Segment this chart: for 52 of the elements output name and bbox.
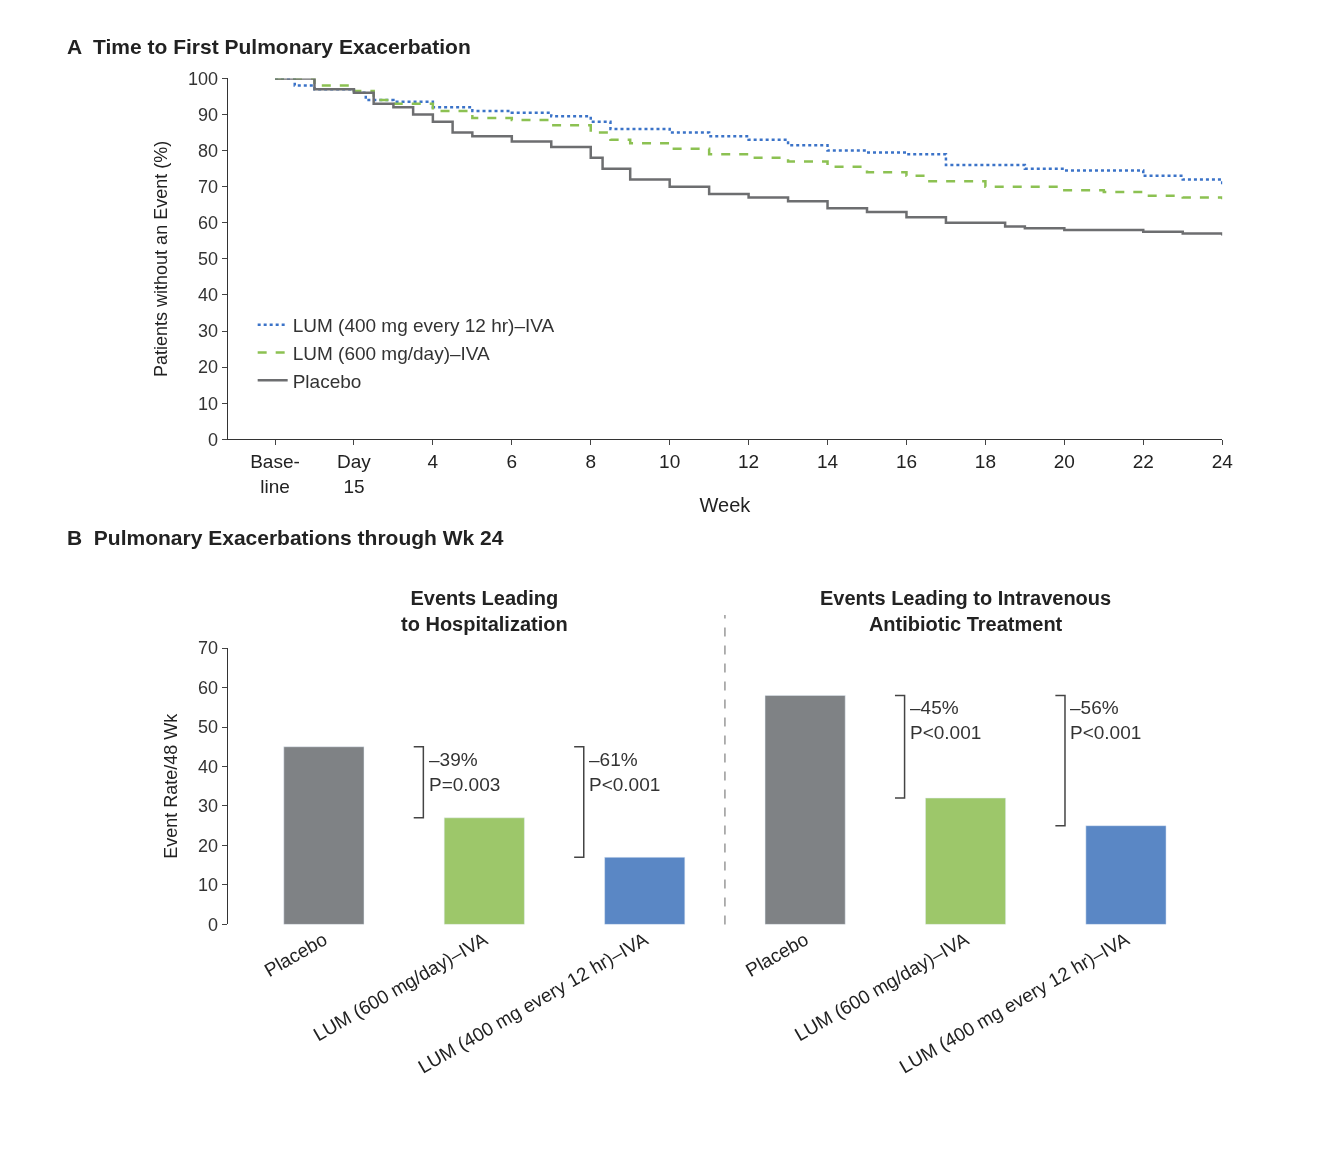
chart-title: B Pulmonary Exacerbations through Wk 24 — [67, 526, 504, 549]
x-tick-label: 18 — [974, 451, 996, 473]
y-tick-label: 70 — [198, 176, 219, 197]
x-tick-label: Base- line — [250, 451, 300, 497]
y-tick-label: 60 — [198, 213, 219, 234]
y-tick-label: 90 — [198, 104, 219, 125]
annotation: –45% P<0.001 — [910, 697, 982, 743]
y-tick-label: 0 — [208, 914, 219, 935]
text: Events Leading to Hospitalization — [401, 587, 568, 635]
bar — [283, 746, 365, 925]
y-tick-label: 10 — [198, 393, 219, 414]
y-axis-title: Patients without an Event (%) — [151, 140, 172, 377]
chart-title: A Time to First Pulmonary Exacerbation — [67, 35, 471, 58]
x-tick-label: 12 — [738, 451, 760, 473]
legend-label: LUM (400 mg every 12 hr)–IVA — [292, 315, 555, 337]
bar — [604, 857, 686, 925]
x-tick-label: 22 — [1132, 451, 1154, 473]
x-tick-label: 8 — [585, 451, 597, 473]
y-tick-label: 0 — [208, 429, 219, 450]
x-tick-label: 14 — [816, 451, 839, 473]
x-tick-label: 20 — [1053, 451, 1075, 473]
y-tick-label: 40 — [198, 285, 219, 306]
annotation: –56% P<0.001 — [1070, 697, 1142, 743]
x-tick-label: 10 — [659, 451, 681, 473]
bar — [925, 797, 1006, 925]
bar — [1085, 825, 1167, 925]
y-tick-label: 80 — [198, 140, 219, 161]
y-tick-label: 30 — [198, 321, 219, 342]
y-tick-label: 10 — [198, 875, 219, 896]
y-tick-label: 100 — [188, 68, 219, 89]
y-tick-label: 40 — [198, 756, 219, 777]
annotation: –61% P<0.001 — [589, 749, 661, 795]
x-tick-label: 4 — [427, 451, 439, 473]
x-axis-title: Week — [699, 494, 752, 517]
x-tick-label: Day 15 — [337, 451, 372, 497]
x-tick-label: 16 — [895, 451, 918, 473]
y-axis-title: Event Rate/48 Wk — [161, 712, 182, 859]
y-tick-label: 50 — [198, 249, 219, 270]
y-tick-label: 60 — [198, 677, 219, 698]
legend-label: LUM (600 mg/day)–IVA — [292, 342, 491, 364]
bar — [443, 817, 525, 925]
x-tick-label: 24 — [1211, 451, 1234, 473]
y-tick-label: 20 — [198, 357, 219, 378]
y-tick-label: 20 — [198, 835, 219, 856]
x-tick-label: 6 — [506, 451, 518, 473]
legend-label: Placebo — [292, 370, 362, 392]
y-tick-label: 50 — [198, 717, 219, 738]
text: Events Leading to Intravenous Antibiotic Treatment — [820, 587, 1112, 635]
bar — [764, 695, 846, 925]
annotation: –39% P=0.003 — [429, 749, 501, 795]
y-tick-label: 30 — [198, 796, 219, 817]
y-tick-label: 70 — [198, 638, 219, 659]
